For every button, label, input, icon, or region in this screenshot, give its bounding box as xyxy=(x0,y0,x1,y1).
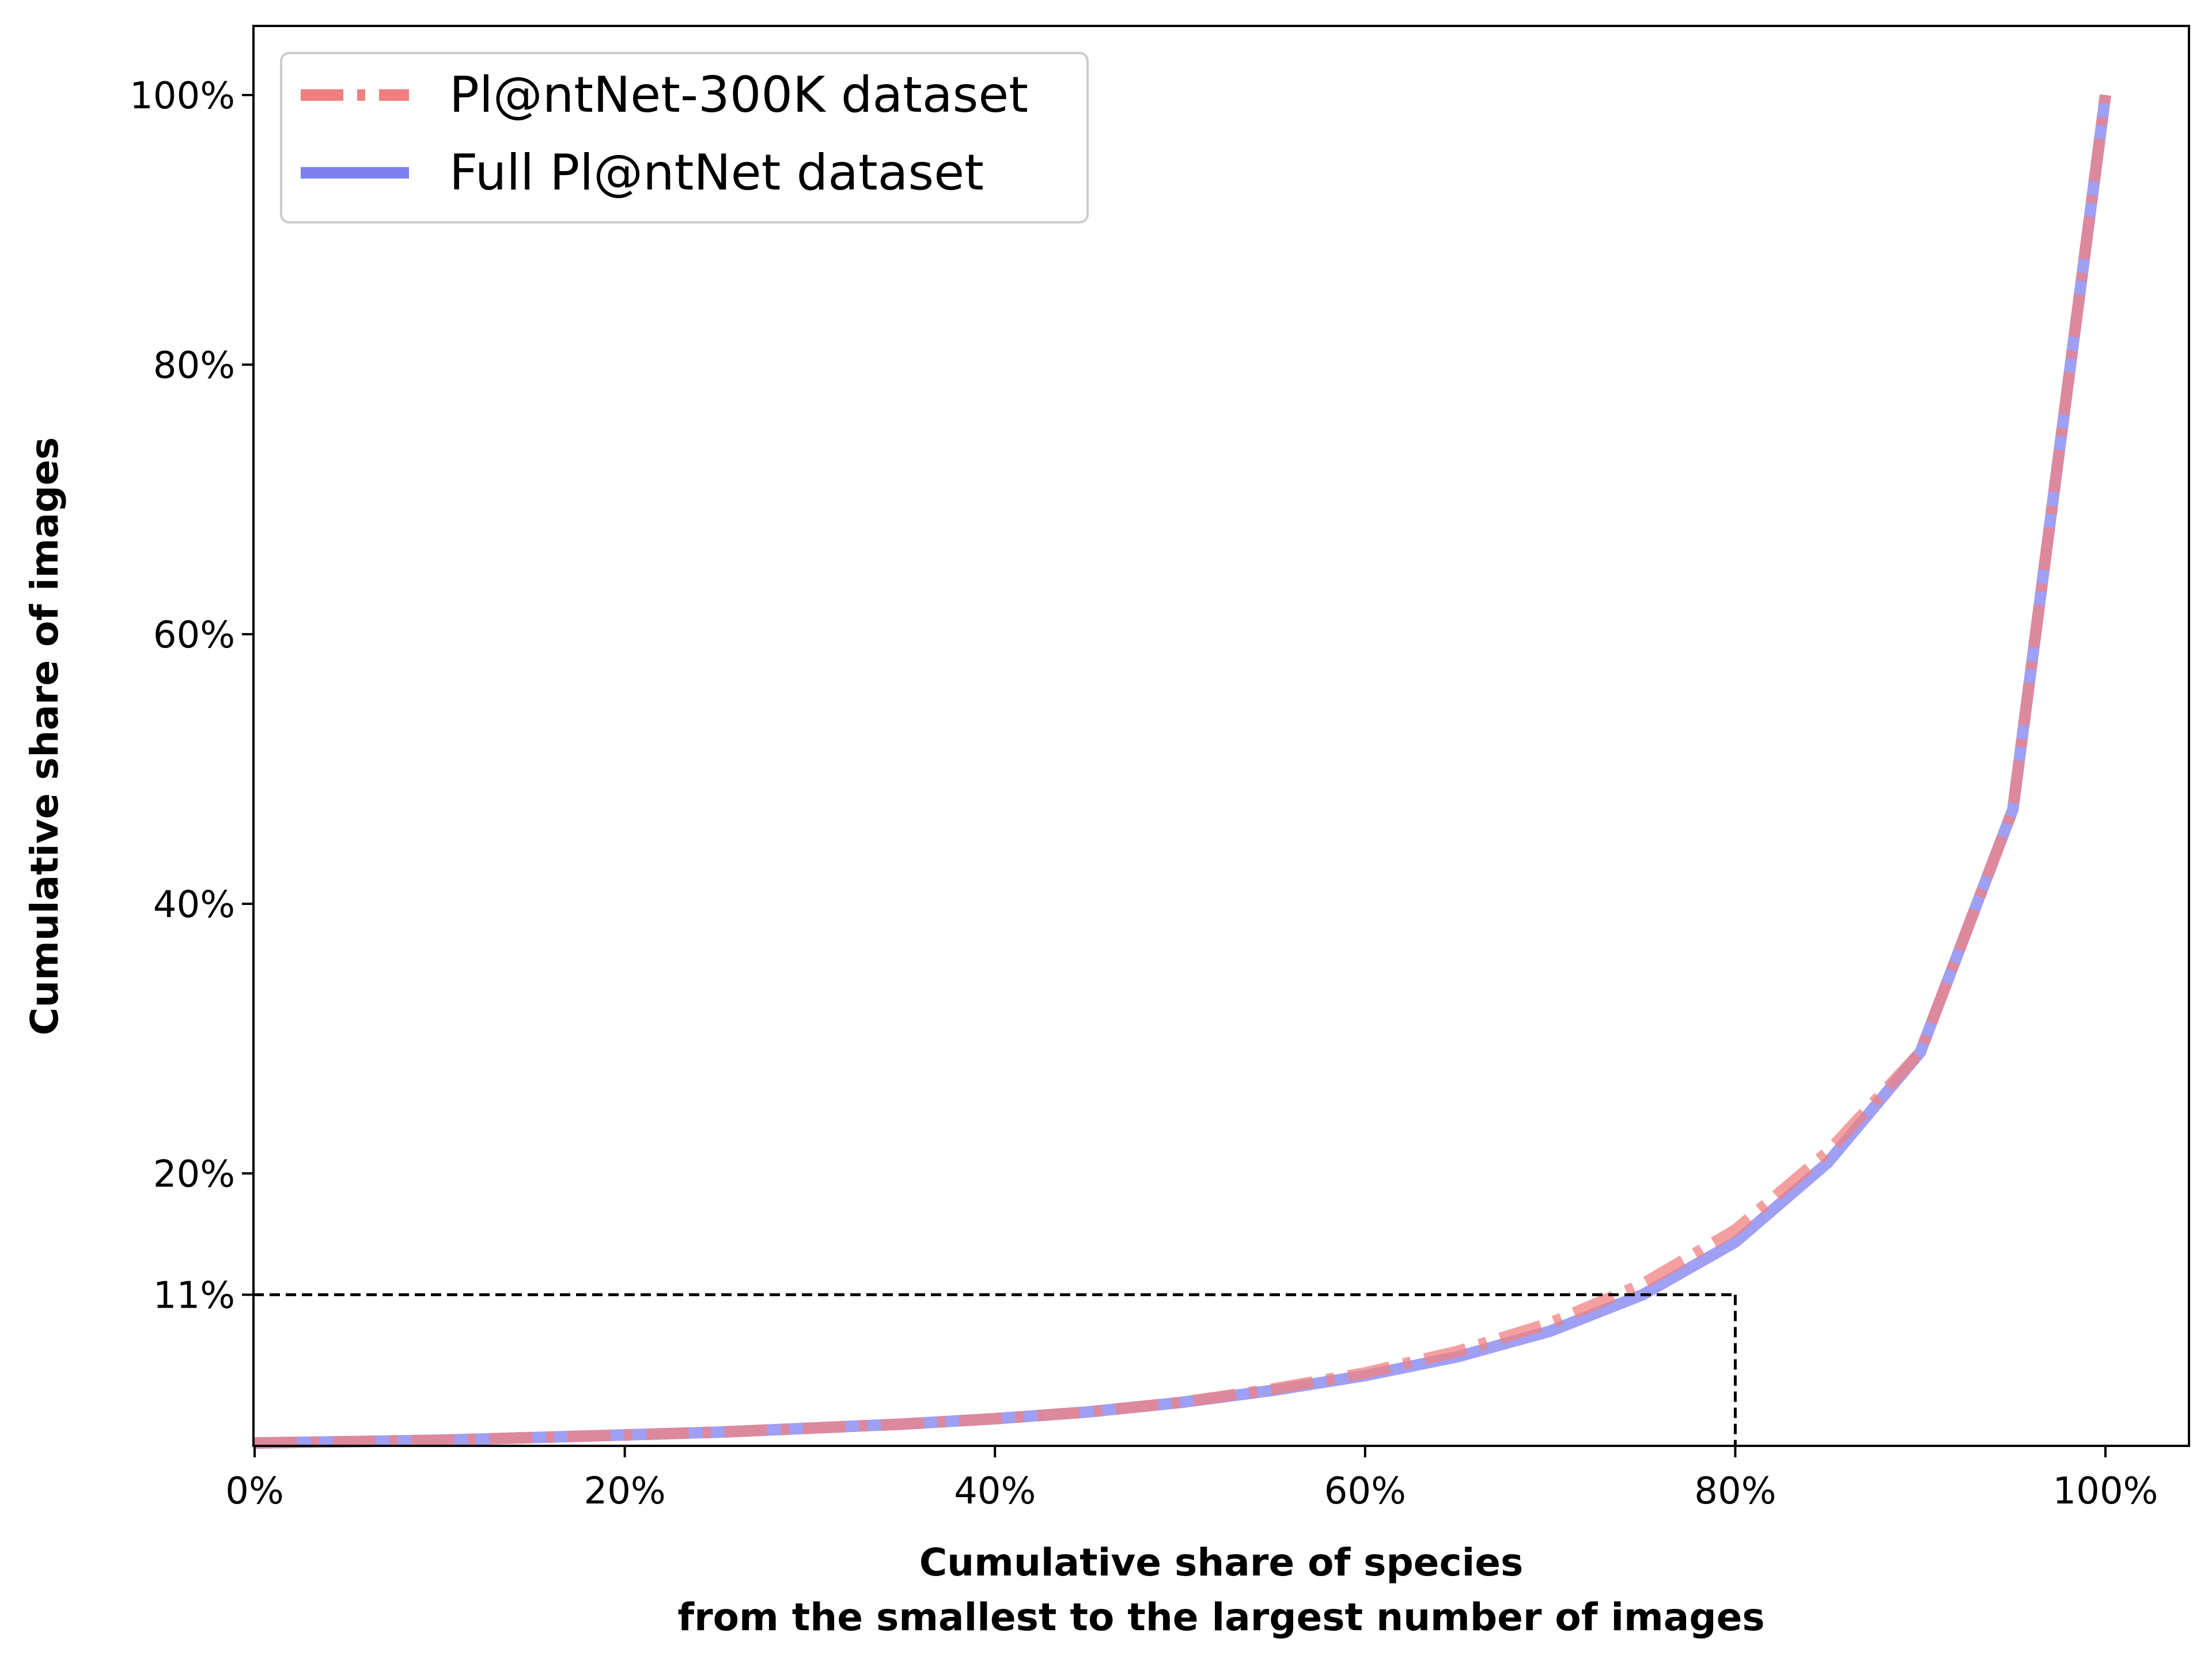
y-tick-label: 60% xyxy=(153,614,235,657)
plot-lines xyxy=(254,94,2111,1449)
reference-lines xyxy=(253,1293,1737,1446)
legend-label-plantnet-300k: Pl@ntNet-300K dataset xyxy=(449,66,1028,124)
x-axis-ticks: 0% 20% 40% 60% 80% 100% xyxy=(225,1446,2158,1513)
x-tick-label: 40% xyxy=(954,1470,1036,1513)
series-line-full-plantnet xyxy=(254,94,2111,1449)
x-tick-label: 0% xyxy=(225,1470,284,1513)
y-axis-label: Cumulative share of images xyxy=(22,437,67,1036)
x-axis-label-line1: Cumulative share of species xyxy=(919,1540,1524,1585)
x-tick-label: 100% xyxy=(2053,1470,2158,1513)
y-tick-label: 80% xyxy=(153,344,235,387)
y-axis-ticks: 11% 20% 40% 60% 80% 100% xyxy=(130,75,253,1317)
legend-box xyxy=(280,52,1089,224)
legend: Pl@ntNet-300K dataset Full Pl@ntNet data… xyxy=(280,52,1089,224)
series-line-plantnet-300k xyxy=(254,94,2111,1449)
legend-label-full-plantnet: Full Pl@ntNet dataset xyxy=(449,144,984,202)
x-tick-label: 20% xyxy=(584,1470,665,1513)
y-tick-label: 20% xyxy=(153,1153,235,1196)
x-tick-label: 80% xyxy=(1694,1470,1776,1513)
x-tick-label: 60% xyxy=(1324,1470,1406,1513)
y-tick-label: 100% xyxy=(130,75,235,118)
plot-frame xyxy=(252,25,2190,1447)
y-tick-label: 11% xyxy=(153,1275,235,1317)
y-tick-label: 40% xyxy=(153,884,235,926)
x-axis-label-line2: from the smallest to the largest number … xyxy=(677,1595,1764,1639)
